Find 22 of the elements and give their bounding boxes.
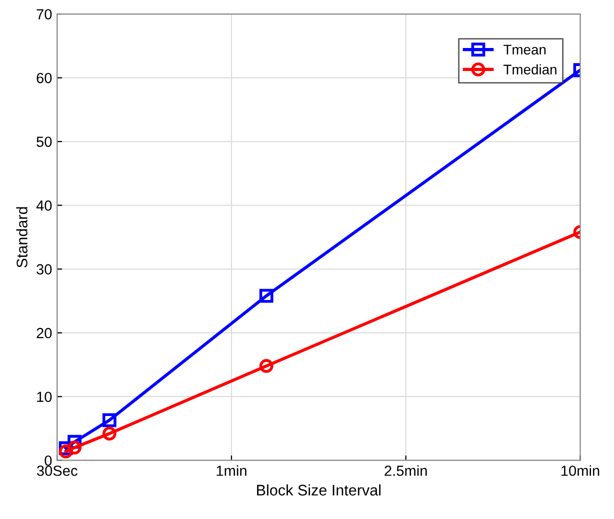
x-tick-label: 2.5min [384,465,427,476]
y-tick-label: 0 [44,455,52,466]
x-tick-label: 1min [216,465,246,476]
y-tick-label: 60 [36,72,52,84]
y-tick-label: 30 [36,264,52,274]
legend-label: Tmean [504,44,546,55]
y-tick-label: 10 [37,392,52,402]
point [259,288,274,303]
point [68,440,82,455]
point [58,444,73,458]
x-tick-label: 10min [561,465,600,476]
y-tick-label: 20 [36,328,52,338]
legend-label: Tmedian [504,64,556,74]
point [259,359,274,373]
x-tick-label: 30Sec [36,466,78,476]
y-tick-label: 40 [36,200,52,211]
x-axis-title: Block Size Interval [257,484,380,496]
y-axis-title: Standard [16,207,28,268]
y-tick-label: 50 [36,136,52,147]
point [102,426,116,441]
point [102,413,116,428]
y-tick-label: 70 [36,9,52,20]
